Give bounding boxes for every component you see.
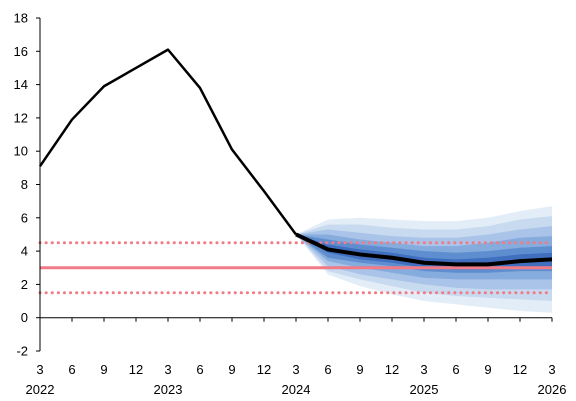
axes: -2 0 2 4 6 8 10 12 14 16 18 3 6 9 12 3 6 9 12 3 6 9 12 3 6 9 12 3 20… [14,11,567,398]
y-tick-label: 14 [14,77,28,92]
x-tick-label: 12 [513,362,527,377]
x-year-label: 2022 [26,382,55,397]
x-tick-label: 6 [196,362,203,377]
y-tick-label: 16 [14,44,28,59]
x-tick-label: 3 [164,362,171,377]
x-tick-label: 3 [292,362,299,377]
x-tick-label: 6 [68,362,75,377]
x-year-label: 2026 [538,382,567,397]
y-tick-label: 4 [21,244,28,259]
x-tick-label: 6 [452,362,459,377]
y-tick-label: 0 [21,310,28,325]
x-year-label: 2023 [154,382,183,397]
y-tick-label: 12 [14,110,28,125]
y-tick-label: 6 [21,210,28,225]
x-tick-label: 3 [548,362,555,377]
x-tick-label: 6 [324,362,331,377]
y-tick-label: 10 [14,144,28,159]
series-line-history [38,48,298,236]
x-tick-label: 3 [36,362,43,377]
y-tick-label: 2 [21,277,28,292]
fan-band-6 [296,234,552,270]
x-year-label: 2025 [410,382,439,397]
x-tick-label: 3 [420,362,427,377]
x-tick-label: 9 [228,362,235,377]
x-tick-label: 12 [129,362,143,377]
x-year-label: 2024 [282,382,311,397]
x-tick-label: 9 [484,362,491,377]
y-tick-label: 18 [14,11,28,26]
x-tick-label: 9 [100,362,107,377]
y-tick-label: -2 [16,344,28,359]
fan-bands [296,206,552,313]
x-tick-label: 12 [385,362,399,377]
x-tick-label: 9 [356,362,363,377]
x-tick-label: 12 [257,362,271,377]
reference-lines [38,241,554,295]
y-tick-label: 8 [21,177,28,192]
